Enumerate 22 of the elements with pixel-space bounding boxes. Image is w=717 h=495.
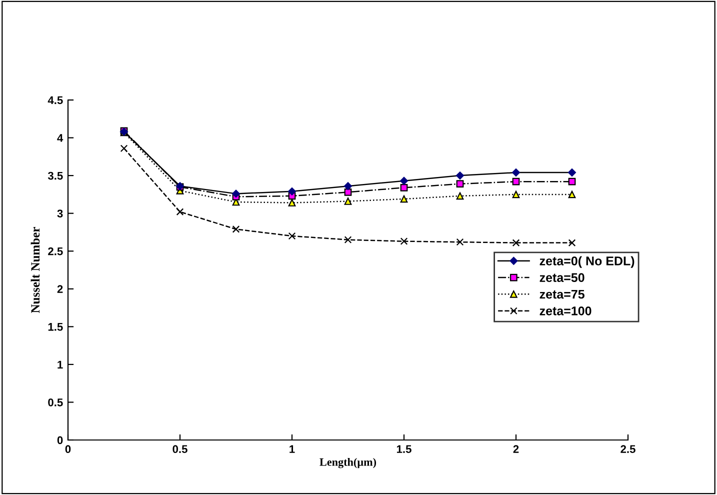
y-tick-label: 4 [57, 134, 64, 142]
x-tick-label: 2 [513, 445, 519, 453]
x-tick-label: 2.5 [620, 445, 636, 454]
y-tick-label: 1.5 [48, 323, 63, 331]
x-tick-label: 0.5 [172, 445, 188, 454]
x-axis-title: Length(µm) [320, 458, 376, 468]
y-tick-label: 2 [57, 285, 63, 293]
legend-label: zeta=75 [540, 290, 584, 299]
y-axis-title: Nusselt Number [30, 227, 40, 313]
y-tick-label: 1 [58, 360, 63, 368]
y-tick-label: 0 [57, 436, 63, 444]
y-tick-label: 2.5 [48, 247, 63, 256]
y-tick-label: 3.5 [48, 172, 63, 180]
legend-label: zeta=0( No EDL) [540, 256, 634, 268]
x-tick-label: 1.5 [396, 445, 412, 454]
y-tick-label: 3 [57, 210, 63, 218]
legend-label: zeta=100 [540, 306, 592, 316]
x-tick-label: 1 [290, 445, 295, 453]
y-tick-label: 4.5 [48, 96, 63, 104]
legend-label: zeta=50 [540, 273, 584, 282]
y-tick-label: 0.5 [48, 398, 63, 406]
x-tick-label: 0 [65, 445, 71, 454]
